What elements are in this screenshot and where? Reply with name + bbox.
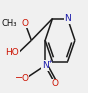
Text: N: N	[42, 61, 48, 70]
Text: CH₃: CH₃	[2, 19, 17, 28]
Text: O: O	[22, 74, 29, 83]
Text: −: −	[15, 73, 23, 83]
Text: O: O	[21, 19, 28, 28]
Text: +: +	[48, 58, 53, 64]
Text: N: N	[64, 14, 71, 23]
Text: O: O	[52, 79, 59, 88]
Text: HO: HO	[5, 48, 19, 57]
